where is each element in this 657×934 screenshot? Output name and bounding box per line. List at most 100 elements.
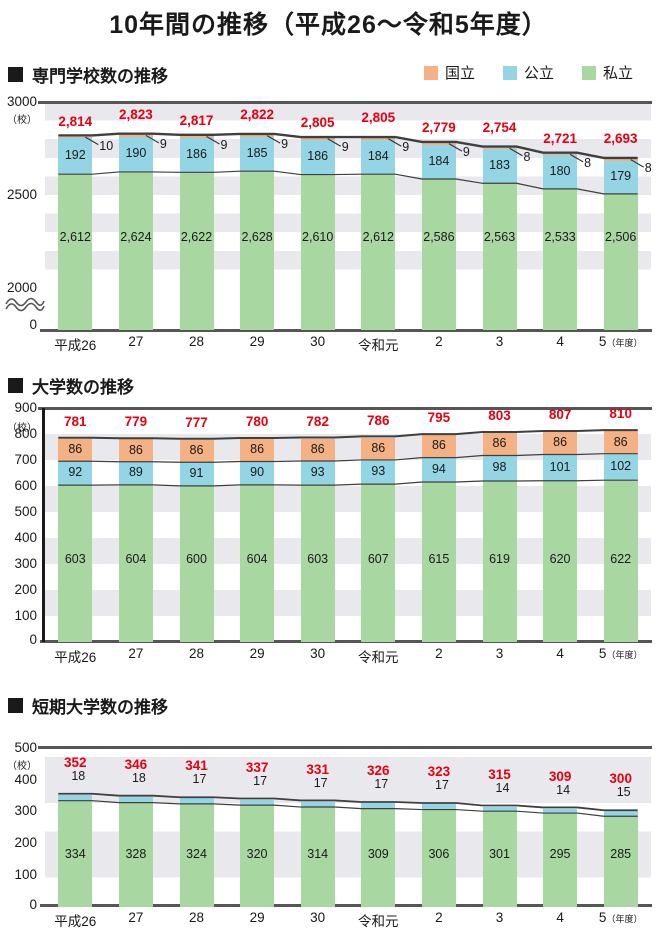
x-axis-unit-suffix: （年度） bbox=[606, 914, 643, 924]
value-label-private: 334 bbox=[64, 847, 86, 861]
x-tick-label: 29 bbox=[249, 910, 265, 925]
bar-segment-private bbox=[240, 171, 275, 330]
bar-segment-national bbox=[421, 435, 456, 458]
value-label-national: 8 bbox=[584, 155, 592, 170]
value-label-private: 2,622 bbox=[180, 230, 213, 244]
x-tick-text: 5 bbox=[598, 910, 607, 925]
value-label-public: 94 bbox=[431, 461, 446, 476]
total-label: 782 bbox=[306, 413, 329, 429]
x-tick-label: 令和元 bbox=[358, 914, 399, 929]
legend-item-national: 国立 bbox=[424, 62, 475, 83]
x-axis-line bbox=[40, 329, 652, 332]
value-label-private: 295 bbox=[549, 847, 571, 861]
value-label-private: 604 bbox=[125, 552, 147, 566]
total-label: 331 bbox=[306, 761, 329, 777]
section-header-daigaku: 大学数の推移 bbox=[8, 373, 134, 398]
bar-segment-public bbox=[482, 806, 517, 812]
y-tick-label: 100 bbox=[14, 608, 37, 623]
value-label-private: 2,628 bbox=[241, 230, 273, 244]
total-label: 795 bbox=[427, 410, 451, 426]
value-label-national: 86 bbox=[431, 438, 446, 453]
y-axis-unit-label: （校） bbox=[7, 761, 37, 772]
bar-segment-public bbox=[543, 808, 578, 814]
bar-segment-national bbox=[361, 138, 396, 140]
x-tick-label: 4 bbox=[556, 334, 564, 349]
x-tick-label: 3 bbox=[495, 646, 504, 661]
value-label-national: 86 bbox=[310, 441, 325, 456]
legend-swatch-private bbox=[582, 65, 597, 80]
y-tick-label: 0 bbox=[29, 897, 37, 912]
bar-segment-private bbox=[179, 485, 214, 642]
value-label-private: 603 bbox=[64, 552, 86, 566]
value-label-national: 86 bbox=[613, 434, 628, 449]
value-label-public: 101 bbox=[549, 459, 571, 474]
bar-segment-public bbox=[361, 803, 396, 809]
value-label-national: 86 bbox=[250, 442, 265, 457]
bar-segment-national bbox=[118, 134, 153, 137]
total-label: 323 bbox=[427, 764, 451, 780]
bar-segment-public bbox=[58, 794, 93, 801]
value-label-public: 14 bbox=[495, 780, 510, 795]
x-tick-label: 平成26 bbox=[54, 650, 97, 665]
total-label: 326 bbox=[367, 763, 390, 779]
total-label: 777 bbox=[185, 414, 208, 430]
bar-segment-private bbox=[300, 485, 335, 642]
bar-segment-private bbox=[421, 179, 456, 330]
bar-segment-public bbox=[300, 801, 335, 808]
x-tick-label: 30 bbox=[310, 646, 326, 661]
value-label-public: 17 bbox=[374, 777, 389, 792]
bar-segment-private bbox=[543, 188, 578, 330]
bar-segment-national bbox=[482, 147, 517, 150]
total-label: 807 bbox=[548, 407, 572, 423]
value-label-public: 92 bbox=[68, 465, 83, 480]
bar-segment-private bbox=[361, 484, 396, 642]
bar-segment-national bbox=[603, 159, 638, 161]
bar-segment-private bbox=[603, 816, 638, 907]
total-label: 337 bbox=[245, 759, 269, 775]
value-label-private: 620 bbox=[549, 552, 571, 566]
bar-segment-private bbox=[240, 484, 275, 642]
total-label: 2,721 bbox=[543, 130, 577, 146]
y-tick-label: 100 bbox=[14, 867, 37, 882]
x-tick-label: 30 bbox=[310, 910, 326, 925]
legend-label-private: 私立 bbox=[603, 65, 634, 82]
total-label: 2,693 bbox=[603, 131, 638, 147]
value-label-private: 2,612 bbox=[59, 230, 91, 244]
value-label-private: 2,610 bbox=[302, 230, 334, 244]
x-tick-label: 27 bbox=[128, 910, 144, 925]
value-label-public: 14 bbox=[556, 782, 571, 797]
value-label-private: 314 bbox=[307, 847, 329, 861]
value-label-public: 93 bbox=[310, 465, 325, 480]
bar-segment-public bbox=[118, 461, 153, 485]
bar-segment-private bbox=[240, 805, 275, 907]
bar-segment-private bbox=[361, 174, 396, 330]
x-tick-label: 令和元 bbox=[358, 338, 399, 353]
legend-swatch-public bbox=[503, 65, 518, 80]
x-tick-label: 5（年度） bbox=[583, 334, 657, 349]
bar-segment-national bbox=[240, 135, 275, 137]
x-tick-label: 3 bbox=[495, 910, 504, 925]
value-label-public: 18 bbox=[131, 770, 146, 785]
value-label-private: 2,506 bbox=[605, 230, 637, 244]
y-axis-unit-label: （校） bbox=[7, 423, 37, 434]
total-label: 352 bbox=[64, 754, 87, 770]
total-label: 2,817 bbox=[179, 113, 214, 129]
section-square-icon bbox=[8, 698, 23, 713]
value-label-public: 17 bbox=[434, 778, 449, 793]
value-label-private: 2,563 bbox=[483, 230, 516, 244]
y-tick-label: 0 bbox=[29, 632, 37, 647]
y-tick-label: 900 bbox=[14, 400, 37, 415]
axis-break-icon bbox=[5, 295, 45, 315]
value-label-private: 320 bbox=[246, 847, 268, 861]
value-label-private: 301 bbox=[489, 847, 510, 861]
bar-segment-private bbox=[603, 193, 638, 330]
bar-segment-private bbox=[118, 802, 153, 907]
value-label-private: 619 bbox=[489, 552, 510, 566]
y-tick-label: 400 bbox=[14, 530, 37, 545]
total-label: 2,814 bbox=[58, 113, 93, 129]
value-label-public: 15 bbox=[616, 785, 631, 800]
x-tick-text: 5 bbox=[598, 646, 607, 661]
value-label-public: 185 bbox=[246, 145, 268, 160]
x-axis-line bbox=[40, 904, 652, 907]
